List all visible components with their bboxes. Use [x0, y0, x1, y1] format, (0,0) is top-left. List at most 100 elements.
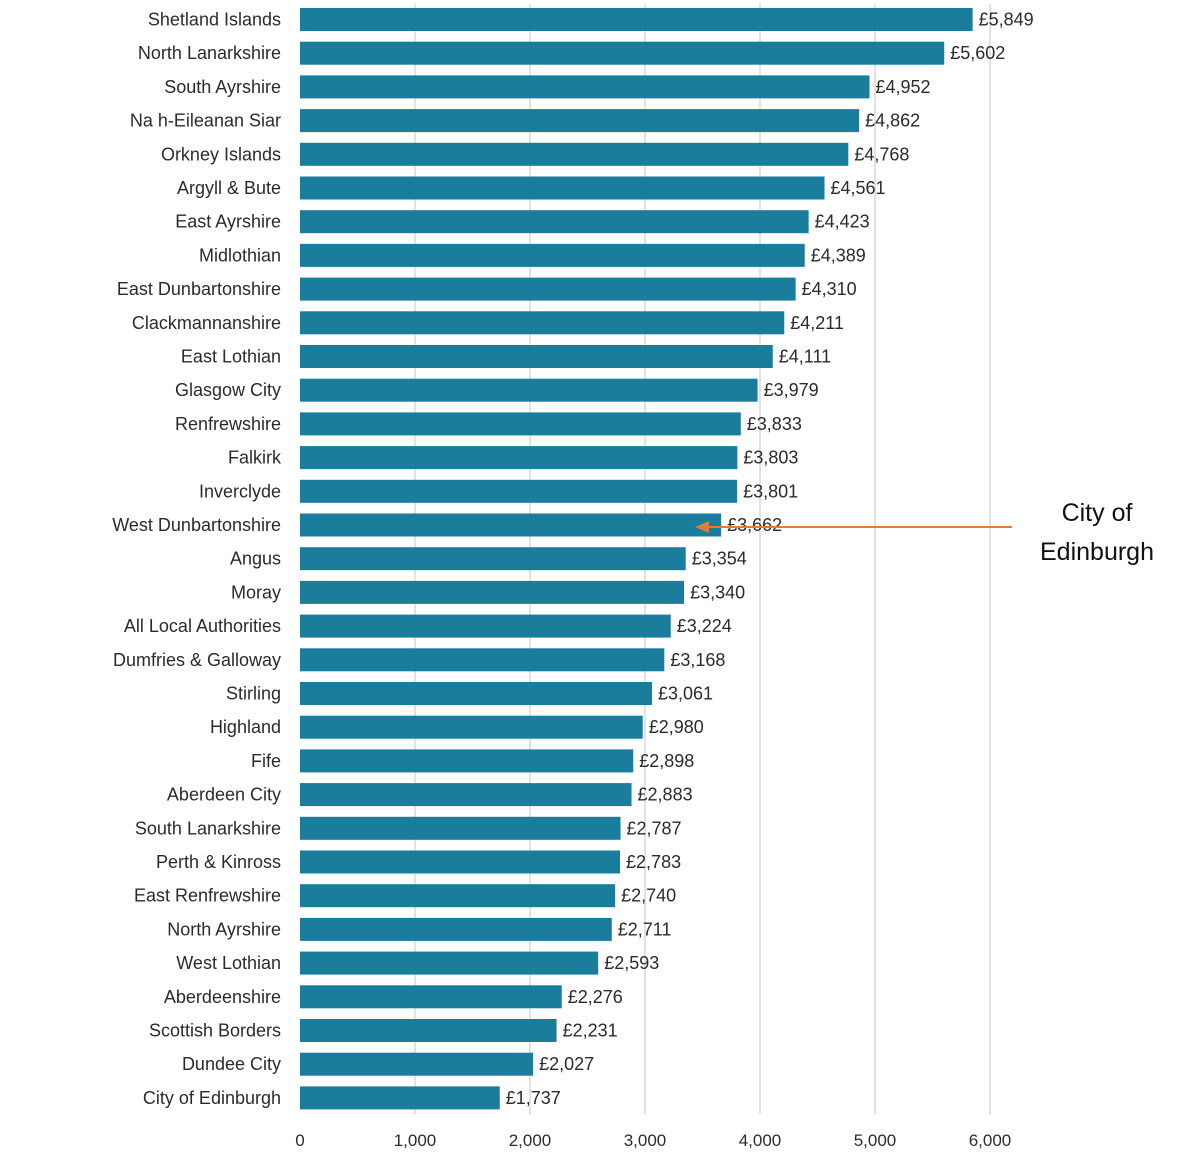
category-label: Highland — [210, 717, 281, 737]
bar — [300, 277, 796, 301]
bar — [300, 749, 634, 773]
category-label: Midlothian — [199, 245, 281, 265]
value-label: £4,768 — [854, 144, 909, 164]
value-label: £3,224 — [677, 616, 732, 636]
category-label: Orkney Islands — [161, 144, 281, 164]
bar — [300, 513, 722, 537]
bar — [300, 1052, 534, 1076]
category-label: Falkirk — [228, 448, 282, 468]
value-label: £3,662 — [727, 515, 782, 535]
value-label: £5,602 — [950, 43, 1005, 63]
bar — [300, 311, 785, 335]
bar — [300, 648, 665, 672]
annotation-text-line-1: City of — [1062, 499, 1133, 527]
value-label: £3,979 — [764, 380, 819, 400]
value-label: £2,027 — [539, 1054, 594, 1074]
category-label: City of Edinburgh — [143, 1088, 281, 1108]
bar — [300, 142, 849, 166]
value-label: £4,423 — [815, 212, 870, 232]
category-label: Clackmannanshire — [132, 313, 281, 333]
value-label: £3,803 — [743, 448, 798, 468]
category-label: Stirling — [226, 684, 281, 704]
value-label: £2,593 — [604, 953, 659, 973]
category-label: Renfrewshire — [175, 414, 281, 434]
annotation-arrow-head-icon — [695, 521, 709, 533]
bar — [300, 109, 860, 133]
value-label: £2,711 — [618, 919, 672, 939]
value-label: £2,231 — [563, 1021, 618, 1041]
bar — [300, 176, 825, 200]
category-label: Dundee City — [182, 1054, 281, 1074]
bar — [300, 446, 738, 470]
x-tick-label: 5,000 — [854, 1131, 897, 1150]
value-label: £4,211 — [790, 313, 844, 333]
category-label: Inverclyde — [199, 481, 281, 501]
category-label: Angus — [230, 549, 281, 569]
bar — [300, 547, 686, 571]
value-label: £3,354 — [692, 549, 747, 569]
bar — [300, 479, 738, 503]
category-label: East Ayrshire — [175, 212, 281, 232]
category-label: South Ayrshire — [164, 77, 281, 97]
bar — [300, 816, 621, 840]
value-label: £2,783 — [626, 852, 681, 872]
bar — [300, 243, 805, 267]
x-tick-label: 1,000 — [394, 1131, 437, 1150]
bar — [300, 210, 809, 234]
value-label: £4,561 — [831, 178, 886, 198]
value-label: £4,862 — [865, 111, 920, 131]
x-tick-label: 2,000 — [509, 1131, 552, 1150]
x-tick-label: 4,000 — [739, 1131, 782, 1150]
category-label: South Lanarkshire — [135, 818, 281, 838]
value-label: £4,111 — [779, 347, 831, 367]
category-label: Dumfries & Galloway — [113, 650, 281, 670]
value-label: £1,737 — [506, 1088, 561, 1108]
bar — [300, 378, 758, 402]
value-label: £2,980 — [649, 717, 704, 737]
bar — [300, 8, 973, 31]
bar — [300, 985, 562, 1009]
bar — [300, 412, 741, 436]
bar — [300, 682, 653, 705]
value-label: £3,833 — [747, 414, 802, 434]
bar — [300, 783, 632, 807]
category-label: Na h-Eileanan Siar — [130, 111, 281, 131]
value-label: £2,276 — [568, 987, 623, 1007]
category-label: Argyll & Bute — [177, 178, 281, 198]
bar — [300, 580, 685, 604]
bar — [300, 614, 671, 638]
value-label: £4,389 — [811, 245, 866, 265]
category-label: Scottish Borders — [149, 1021, 281, 1041]
category-label: West Lothian — [176, 953, 281, 973]
category-label: Shetland Islands — [148, 10, 281, 30]
value-labels: £5,849 £5,602 £4,952 £4,862 £4,768 £4,561 £4,4… — [506, 10, 1034, 1108]
x-tick-label: 6,000 — [969, 1131, 1012, 1150]
x-tick-label: 3,000 — [624, 1131, 667, 1150]
category-label: Glasgow City — [175, 380, 281, 400]
category-label: Perth & Kinross — [156, 852, 281, 872]
category-label: East Renfrewshire — [134, 886, 281, 906]
bar — [300, 75, 870, 99]
category-label: Aberdeen City — [167, 785, 281, 805]
value-label: £2,883 — [638, 785, 693, 805]
category-label: Moray — [231, 582, 281, 602]
category-labels: Shetland Islands North Lanarkshire South A… — [112, 10, 282, 1108]
category-label: West Dunbartonshire — [112, 515, 281, 535]
category-label: Aberdeenshire — [164, 987, 281, 1007]
category-label: North Lanarkshire — [138, 43, 281, 63]
value-label: £2,898 — [639, 751, 694, 771]
category-label: All Local Authorities — [124, 616, 281, 636]
value-label: £2,787 — [627, 818, 682, 838]
bar — [300, 917, 612, 941]
value-label: £5,849 — [979, 10, 1034, 30]
value-label: £4,952 — [875, 77, 930, 97]
category-label: East Dunbartonshire — [117, 279, 281, 299]
bar — [300, 1019, 557, 1042]
bar — [300, 951, 599, 975]
value-label: £3,061 — [658, 684, 713, 704]
annotation-text-line-2: Edinburgh — [1040, 538, 1154, 566]
category-label: North Ayrshire — [167, 919, 281, 939]
annotation: City of Edinburgh — [695, 499, 1154, 566]
category-label: East Lothian — [181, 347, 281, 367]
category-label: Fife — [251, 751, 281, 771]
